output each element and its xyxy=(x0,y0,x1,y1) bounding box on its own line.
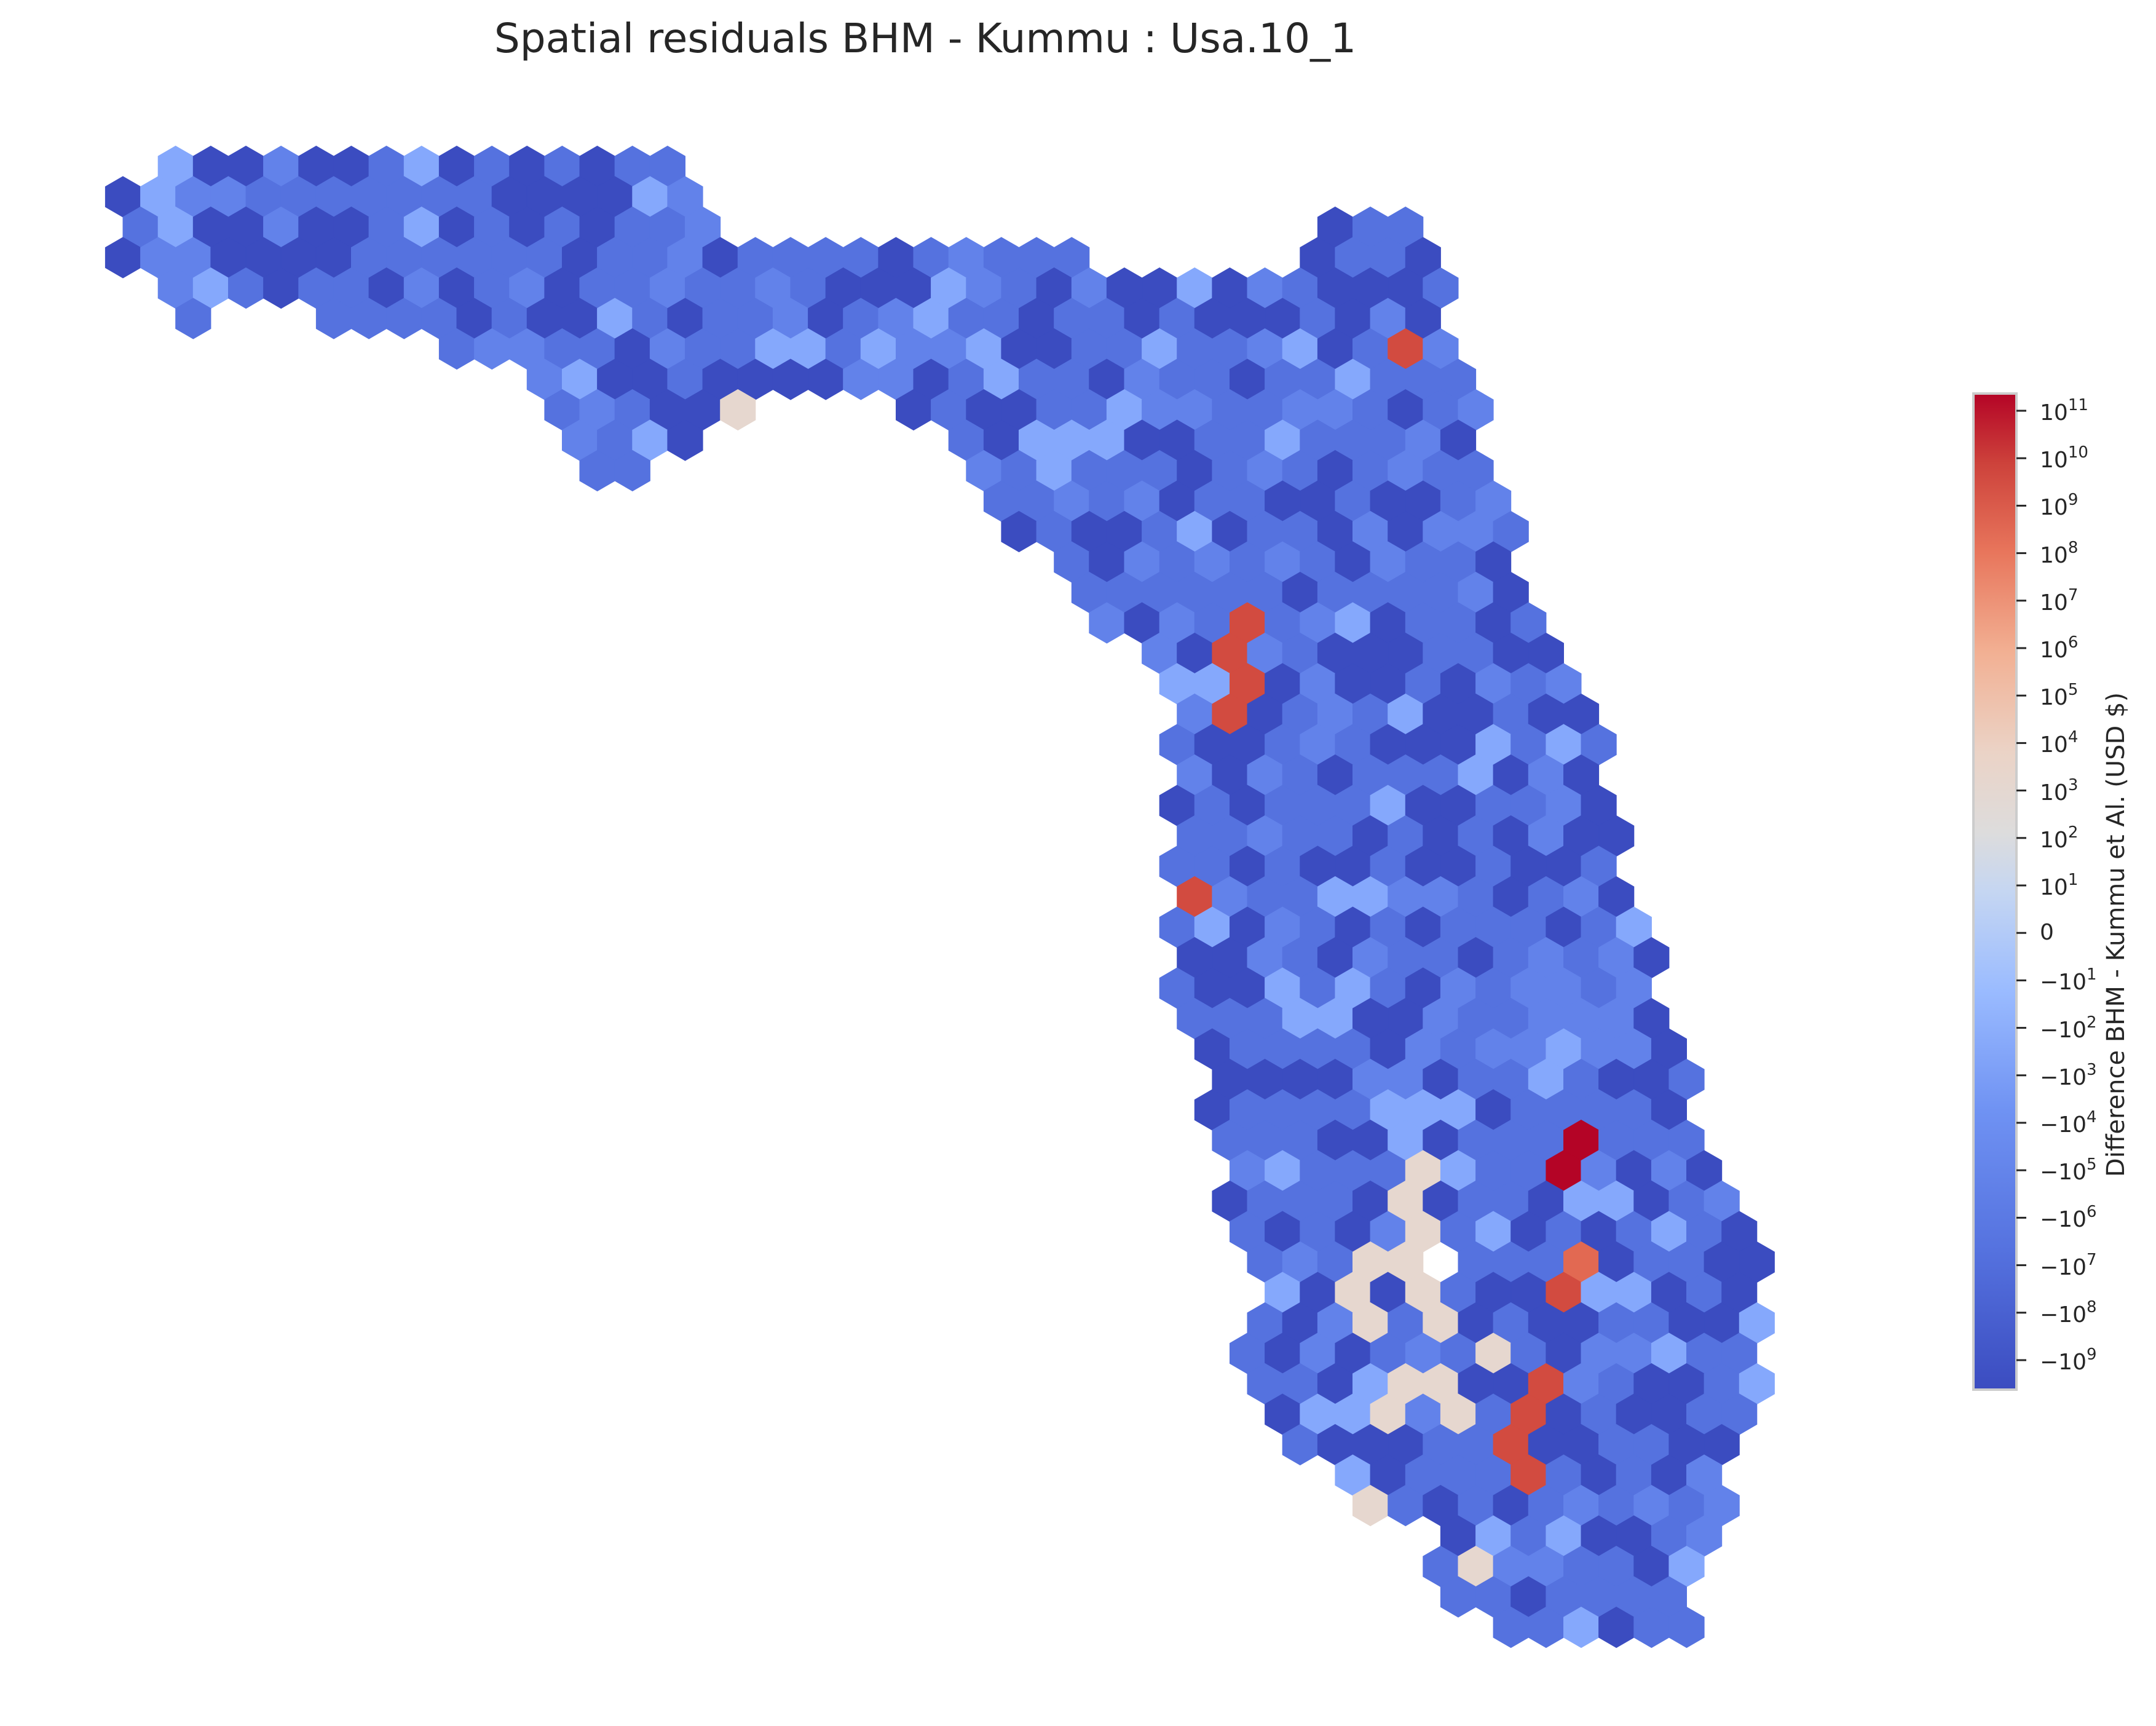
colorbar-tick-label: 102 xyxy=(2040,823,2079,853)
colorbar-tick-label: −103 xyxy=(2040,1060,2097,1090)
hex-cell xyxy=(1668,1606,1705,1649)
colorbar-tick-label: 106 xyxy=(2040,633,2079,663)
colorbar-tick-label: 107 xyxy=(2040,585,2079,616)
colorbar-tick-label: 101 xyxy=(2040,871,2079,900)
colorbar-tick-marks xyxy=(2016,410,2026,1361)
colorbar-tick-label: 1010 xyxy=(2040,443,2088,473)
colorbar-tick-label: 109 xyxy=(2040,491,2079,521)
colorbar-tick-label: −104 xyxy=(2040,1108,2097,1138)
colorbar-tick-label: 0 xyxy=(2040,920,2054,946)
hex-cell xyxy=(720,389,756,431)
hex-cells xyxy=(105,145,1775,1649)
colorbar-gradient xyxy=(1972,392,2018,1391)
colorbar-tick-label: −102 xyxy=(2040,1013,2097,1043)
colorbar-tick-label: −105 xyxy=(2040,1155,2097,1186)
chart-title: Spatial residuals BHM - Kummu : Usa.10_1 xyxy=(494,15,1357,62)
colorbar-tick-label: 1011 xyxy=(2040,396,2088,426)
colorbar-tick-label: 104 xyxy=(2040,728,2079,758)
colorbar-tick-label: 105 xyxy=(2040,681,2079,711)
colorbar-tick-label: −107 xyxy=(2040,1250,2097,1280)
colorbar-tick-label: −108 xyxy=(2040,1297,2097,1328)
colorbar xyxy=(1972,392,2026,1391)
colorbar-tick-label: −109 xyxy=(2040,1345,2097,1375)
colorbar-tick-label: 103 xyxy=(2040,775,2079,806)
colorbar-label: Difference BHM - Kummu et Al. (USD $) xyxy=(2102,692,2130,1178)
colorbar-tick-label: 108 xyxy=(2040,538,2079,568)
hex-cell xyxy=(175,298,211,339)
hex-cell xyxy=(667,419,703,461)
colorbar-tick-label: −101 xyxy=(2040,965,2097,996)
colorbar-tick-label: −106 xyxy=(2040,1203,2097,1233)
hex-cell xyxy=(614,449,650,492)
